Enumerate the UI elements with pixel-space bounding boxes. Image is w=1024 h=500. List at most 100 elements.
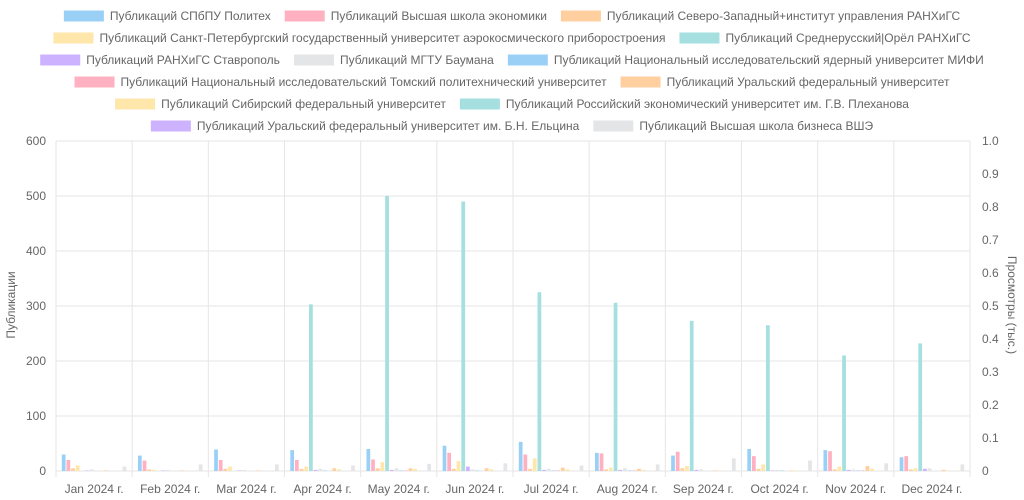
- bar-s2-8[interactable]: [675, 451, 680, 471]
- bar-s9-10[interactable]: [860, 470, 865, 471]
- bar-s2-4[interactable]: [371, 459, 375, 471]
- bar-s6-8[interactable]: [694, 469, 699, 471]
- bar-s3-0[interactable]: [71, 468, 75, 471]
- bar-s11-10[interactable]: [870, 468, 874, 471]
- bar-s4-2[interactable]: [228, 466, 232, 471]
- legend-swatch-1[interactable]: [63, 10, 104, 22]
- bar-s10-6[interactable]: [560, 467, 565, 471]
- legend-label-9[interactable]: Публикаций Национальный исследовательски…: [121, 75, 608, 89]
- bar-s3-10[interactable]: [832, 469, 837, 471]
- bar-s8-5[interactable]: [475, 470, 480, 471]
- bar-s9-4[interactable]: [403, 470, 408, 471]
- bar-s10-2[interactable]: [256, 470, 260, 471]
- bar-s8-4[interactable]: [399, 470, 403, 471]
- bar-s4-9[interactable]: [761, 464, 766, 471]
- legend-label-10[interactable]: Публикаций Уральский федеральный универс…: [667, 75, 950, 89]
- legend-label-11[interactable]: Публикаций Сибирский федеральный универс…: [161, 97, 446, 111]
- legend-swatch-5[interactable]: [679, 32, 720, 44]
- bar-s14-6[interactable]: [579, 465, 584, 472]
- bar-s5-8[interactable]: [689, 320, 694, 471]
- bar-s6-3[interactable]: [313, 469, 318, 471]
- legend-swatch-7[interactable]: [293, 54, 334, 66]
- bar-s11-8[interactable]: [717, 470, 722, 471]
- bar-s14-2[interactable]: [274, 464, 279, 471]
- bar-s10-5[interactable]: [484, 468, 489, 471]
- bar-s10-11[interactable]: [941, 469, 946, 471]
- bar-s7-1[interactable]: [166, 469, 170, 471]
- bar-s10-10[interactable]: [865, 466, 870, 471]
- legend-label-4[interactable]: Публикаций Санкт-Петербургский государст…: [99, 31, 665, 45]
- bar-s3-1[interactable]: [147, 469, 152, 471]
- bar-s7-6[interactable]: [546, 468, 551, 471]
- bar-s10-4[interactable]: [408, 468, 413, 471]
- bar-s4-7[interactable]: [609, 467, 613, 471]
- bar-s5-4[interactable]: [385, 196, 389, 471]
- bar-s14-3[interactable]: [351, 465, 355, 472]
- bar-s11-11[interactable]: [946, 470, 951, 471]
- bar-s1-5[interactable]: [442, 445, 447, 471]
- bar-s6-7[interactable]: [618, 469, 623, 471]
- bar-s6-0[interactable]: [85, 470, 89, 471]
- bar-s7-4[interactable]: [394, 468, 399, 471]
- bar-s7-5[interactable]: [470, 469, 475, 471]
- bar-s10-3[interactable]: [332, 468, 337, 471]
- bar-s8-9[interactable]: [780, 470, 784, 471]
- bar-s3-3[interactable]: [299, 468, 304, 471]
- bar-s3-2[interactable]: [223, 468, 228, 471]
- bar-s4-0[interactable]: [75, 465, 80, 472]
- bar-s11-7[interactable]: [641, 469, 646, 471]
- legend-swatch-8[interactable]: [507, 54, 548, 66]
- bar-s2-11[interactable]: [904, 456, 909, 471]
- legend-swatch-6[interactable]: [40, 54, 81, 66]
- bar-s2-7[interactable]: [599, 453, 604, 471]
- bar-s9-6[interactable]: [556, 470, 560, 471]
- legend-label-7[interactable]: Публикаций МГТУ Баумана: [340, 53, 494, 67]
- bar-s3-11[interactable]: [908, 469, 913, 471]
- bar-s6-4[interactable]: [389, 469, 394, 471]
- bar-s6-1[interactable]: [161, 470, 166, 471]
- bar-s1-0[interactable]: [61, 454, 66, 472]
- bar-s10-8[interactable]: [713, 470, 717, 471]
- bar-s1-6[interactable]: [518, 441, 523, 471]
- bar-s7-0[interactable]: [89, 469, 94, 471]
- legend-label-5[interactable]: Публикаций Среднерусский|Орёл РАНХиГС: [725, 31, 970, 45]
- bar-s14-8[interactable]: [731, 458, 736, 471]
- bar-s4-6[interactable]: [532, 458, 537, 471]
- bar-s7-7[interactable]: [623, 468, 627, 471]
- bar-s3-6[interactable]: [528, 468, 532, 471]
- bar-s7-2[interactable]: [242, 469, 246, 471]
- bar-s4-4[interactable]: [380, 462, 385, 471]
- bar-s1-9[interactable]: [747, 449, 752, 471]
- bar-s4-1[interactable]: [152, 469, 156, 471]
- bar-s11-5[interactable]: [489, 469, 494, 471]
- bar-s11-9[interactable]: [794, 470, 798, 471]
- legend-label-12[interactable]: Публикаций Российский экономический унив…: [506, 97, 909, 111]
- bar-s1-2[interactable]: [214, 449, 218, 471]
- bar-s1-11[interactable]: [899, 457, 904, 471]
- bar-s11-6[interactable]: [565, 469, 570, 471]
- bar-s1-4[interactable]: [366, 449, 371, 471]
- bar-s4-11[interactable]: [913, 468, 918, 471]
- bar-s8-10[interactable]: [856, 470, 860, 471]
- bar-s2-9[interactable]: [751, 456, 756, 471]
- bar-s6-6[interactable]: [542, 469, 546, 471]
- legend-swatch-11[interactable]: [115, 98, 156, 110]
- bar-s14-5[interactable]: [503, 463, 508, 471]
- legend-swatch-2[interactable]: [284, 10, 325, 22]
- bar-s14-0[interactable]: [122, 466, 127, 471]
- bar-s3-9[interactable]: [756, 468, 761, 471]
- legend-swatch-12[interactable]: [459, 98, 500, 110]
- legend-label-8[interactable]: Публикаций Национальный исследовательски…: [554, 53, 984, 67]
- bar-s2-3[interactable]: [294, 460, 299, 471]
- legend-swatch-9[interactable]: [74, 76, 115, 88]
- bar-s10-7[interactable]: [637, 468, 641, 471]
- bar-s11-4[interactable]: [413, 468, 417, 471]
- bar-s14-7[interactable]: [655, 464, 660, 471]
- bar-s9-7[interactable]: [632, 470, 637, 471]
- legend-label-1[interactable]: Публикаций СПбПУ Политех: [110, 9, 271, 23]
- bar-s1-1[interactable]: [137, 455, 142, 471]
- bar-s7-8[interactable]: [699, 469, 703, 471]
- bar-s5-6[interactable]: [537, 292, 542, 471]
- bar-s1-8[interactable]: [671, 455, 675, 471]
- legend-swatch-3[interactable]: [560, 10, 601, 22]
